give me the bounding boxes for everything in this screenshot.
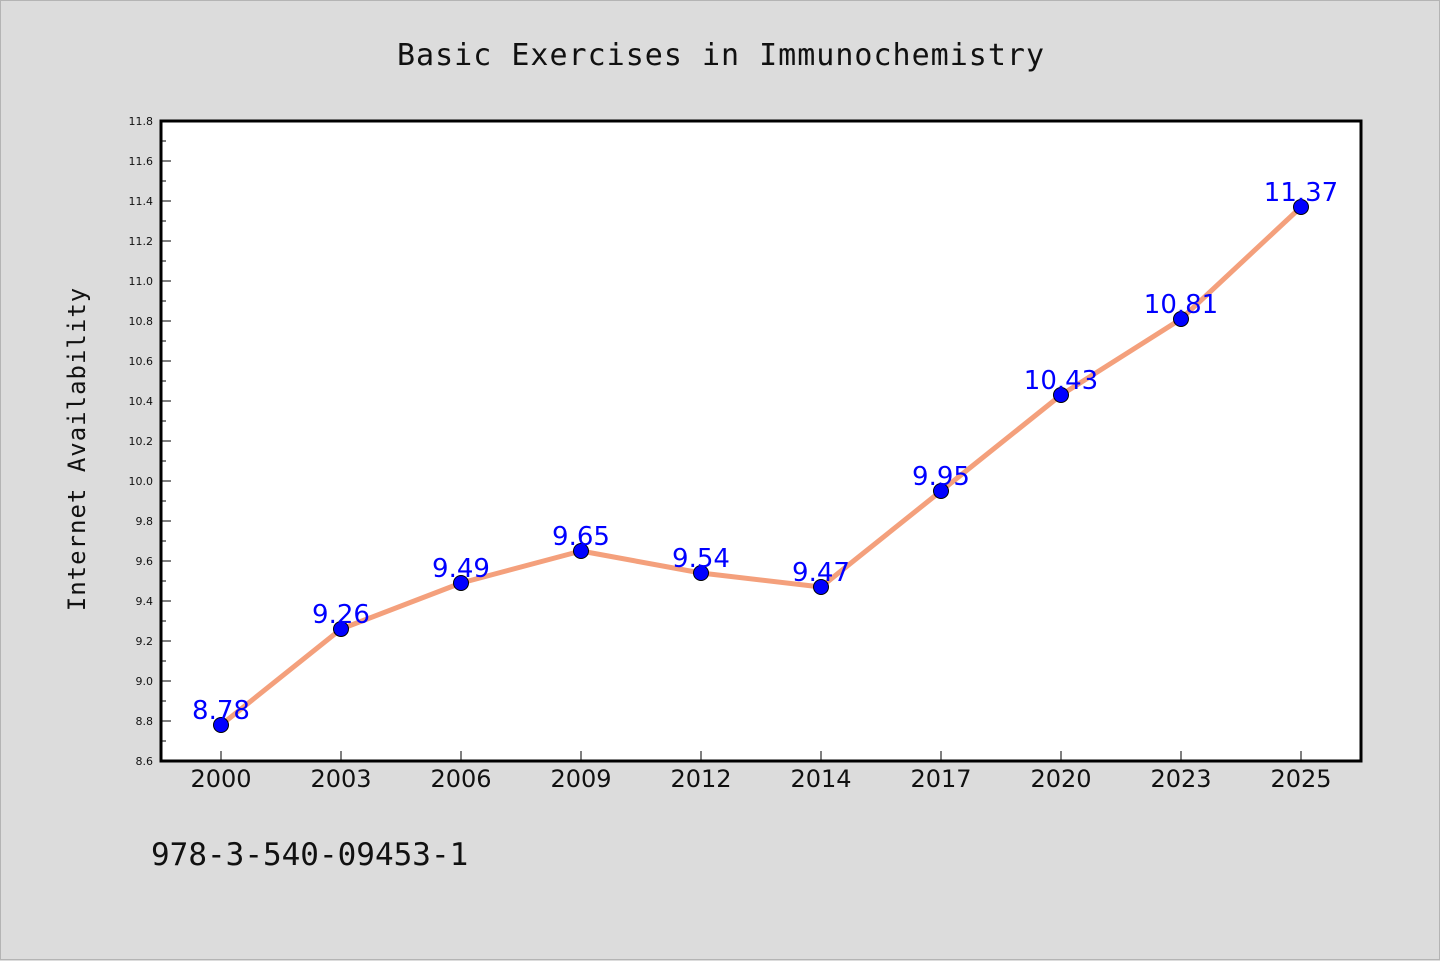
- y-axis: 8.6 8.8 9.0 9.2 9.4 9.6 9.8 10.0 10.2 10.4 10.6 10.…: [129, 115, 171, 768]
- y-tick-label: 11.8: [129, 115, 154, 128]
- y-tick-label: 11.6: [129, 155, 154, 168]
- y-tick-label: 10.4: [129, 395, 154, 408]
- y-tick-label: 10.2: [129, 435, 154, 448]
- y-tick-label: 8.8: [136, 715, 154, 728]
- series-line: [219, 205, 1303, 727]
- x-tick-label: 2023: [1150, 765, 1211, 793]
- data-points: [213, 199, 1309, 733]
- data-label: 11.37: [1264, 178, 1338, 208]
- x-tick-label: 2025: [1270, 765, 1331, 793]
- data-point: [333, 621, 349, 637]
- y-tick-label: 9.0: [136, 675, 154, 688]
- data-point: [1173, 311, 1189, 327]
- x-tick-label: 2014: [790, 765, 851, 793]
- y-tick-label: 9.2: [136, 635, 154, 648]
- y-axis-label: Internet Availability: [63, 287, 91, 611]
- data-label: 9.26: [312, 600, 370, 630]
- data-label: 8.78: [192, 696, 250, 726]
- x-axis: 2000 2003 2006 2009 2012 2014 2017 2020 2023 2025: [190, 751, 1332, 793]
- data-point: [813, 579, 829, 595]
- y-tick-label: 11.2: [129, 235, 154, 248]
- data-label: 9.54: [672, 544, 730, 574]
- x-tick-label: 2017: [910, 765, 971, 793]
- data-point: [453, 575, 469, 591]
- x-tick-label: 2012: [670, 765, 731, 793]
- data-labels: 8.78 9.26 9.49 9.65 9.54 9.47 9.95 10.43 10.81 11…: [192, 178, 1338, 726]
- chart-title: Basic Exercises in Immunochemistry: [397, 38, 1045, 73]
- plot-frame: [159, 119, 1363, 763]
- data-label: 9.95: [912, 462, 970, 492]
- data-point: [933, 483, 949, 499]
- x-tick-label: 2020: [1030, 765, 1091, 793]
- footer-text: 978-3-540-09453-1: [151, 837, 468, 873]
- x-tick-label: 2003: [310, 765, 371, 793]
- y-tick-label: 10.8: [129, 315, 154, 328]
- data-label: 9.49: [432, 554, 490, 584]
- y-tick-label: 10.6: [129, 355, 154, 368]
- data-point: [693, 565, 709, 581]
- data-label: 9.65: [552, 522, 610, 552]
- data-point: [213, 717, 229, 733]
- plot-area: [161, 121, 1361, 761]
- data-label: 9.47: [792, 558, 850, 588]
- x-tick-label: 2009: [550, 765, 611, 793]
- data-label: 10.43: [1024, 366, 1098, 396]
- x-tick-label: 2006: [430, 765, 491, 793]
- data-point: [573, 543, 589, 559]
- y-tick-label: 11.0: [129, 275, 154, 288]
- y-tick-label: 8.6: [136, 755, 154, 768]
- y-tick-label: 11.4: [129, 195, 154, 208]
- y-tick-label: 9.8: [136, 515, 154, 528]
- x-tick-label: 2000: [190, 765, 251, 793]
- data-point: [1053, 387, 1069, 403]
- y-tick-label: 9.4: [136, 595, 154, 608]
- data-point: [1293, 199, 1309, 215]
- y-tick-label: 10.0: [129, 475, 154, 488]
- y-tick-label: 9.6: [136, 555, 154, 568]
- data-label: 10.81: [1144, 290, 1218, 320]
